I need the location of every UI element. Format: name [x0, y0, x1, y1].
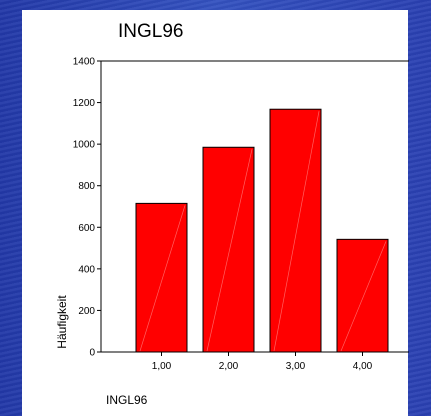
- y-tick-label: 200: [78, 306, 95, 317]
- x-axis: 1,00 2,00 3,00 4,00: [152, 352, 373, 372]
- bar-highlight: [206, 149, 253, 352]
- y-tick-label: 600: [78, 223, 95, 234]
- bars: [135, 108, 389, 353]
- y-tick-label: 1200: [73, 98, 96, 109]
- bar: [269, 108, 322, 353]
- bar-highlight: [139, 205, 186, 352]
- x-axis-title: INGL96: [106, 393, 148, 407]
- x-tick-label: 1,00: [152, 361, 172, 372]
- x-tick-label: 4,00: [353, 361, 373, 372]
- bar: [135, 202, 188, 353]
- bar-highlight: [273, 111, 320, 352]
- bar-highlight: [340, 241, 387, 352]
- y-tick-label: 0: [89, 348, 95, 359]
- y-tick-label: 1400: [73, 57, 96, 68]
- y-tick-label: 1000: [73, 140, 96, 151]
- chart-title: INGL96: [118, 21, 184, 42]
- x-tick-label: 3,00: [286, 361, 306, 372]
- y-tick-label: 400: [78, 264, 95, 275]
- bar: [336, 238, 389, 353]
- x-tick-label: 2,00: [219, 361, 239, 372]
- y-tick-label: 800: [78, 181, 95, 192]
- bar: [202, 146, 255, 353]
- y-axis: 0 200 400 600 800 1000 1200 1400: [73, 57, 101, 359]
